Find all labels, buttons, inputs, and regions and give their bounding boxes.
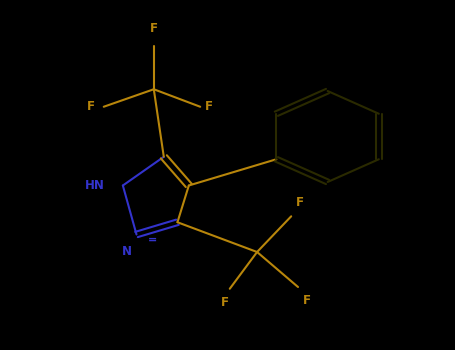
Text: F: F bbox=[221, 296, 229, 309]
Text: F: F bbox=[86, 100, 95, 113]
Text: N: N bbox=[122, 245, 132, 258]
Text: F: F bbox=[296, 196, 304, 209]
Text: HN: HN bbox=[85, 179, 105, 192]
Text: F: F bbox=[205, 100, 213, 113]
Text: F: F bbox=[150, 22, 158, 35]
Text: F: F bbox=[303, 294, 311, 307]
Text: =: = bbox=[148, 235, 157, 245]
